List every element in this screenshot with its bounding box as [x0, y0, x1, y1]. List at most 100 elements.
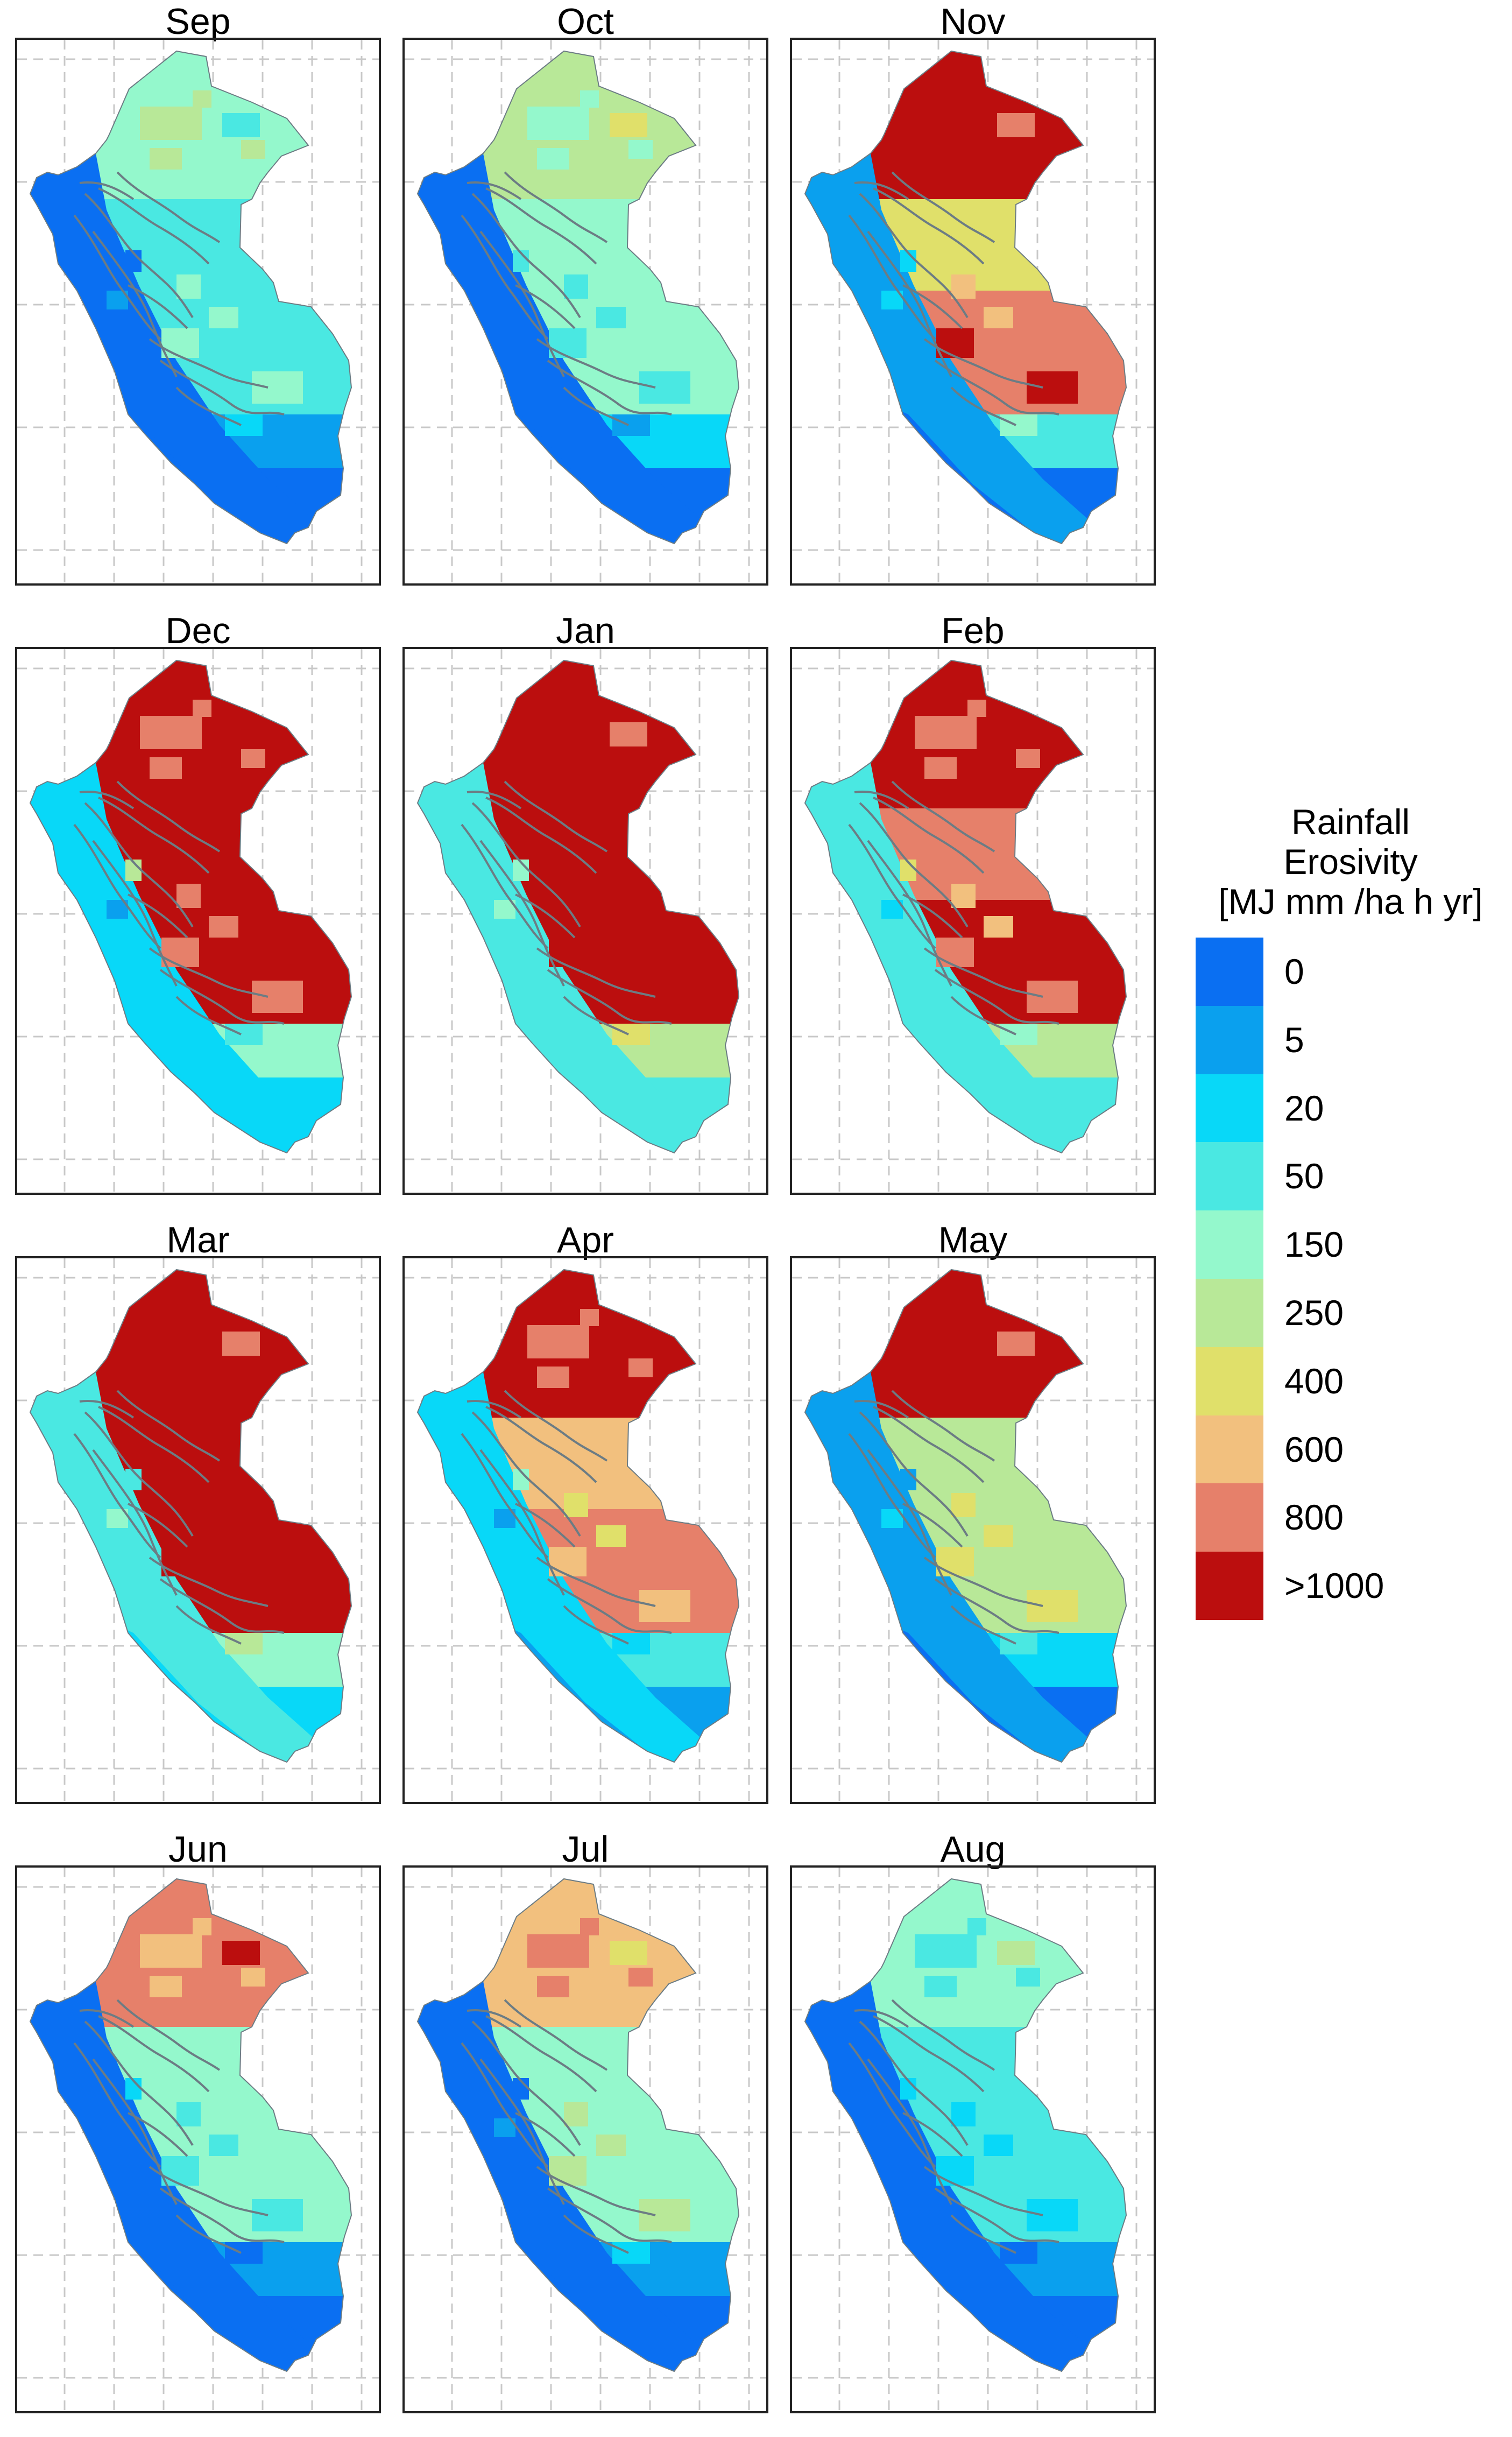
river-line: [891, 1390, 995, 1462]
river-line: [923, 2166, 1043, 2216]
river-line: [923, 1556, 1043, 1607]
country-outline: [804, 659, 1127, 1154]
erosivity-patch: [915, 1325, 977, 1358]
erosivity-patch: [241, 1968, 265, 1987]
legend-row: 800: [1196, 1483, 1512, 1552]
country-outline: [29, 1269, 352, 1763]
river-line: [848, 214, 936, 340]
map-panel: [15, 647, 381, 1195]
panel-frame: [790, 1865, 1156, 2413]
erosivity-raster: [805, 51, 1126, 544]
river-line: [515, 2112, 576, 2157]
river-line: [149, 1556, 269, 1607]
erosivity-patch: [176, 1493, 201, 1517]
river-line: [98, 2015, 210, 2093]
erosivity-raster: [805, 1879, 1126, 2371]
country-outline: [29, 659, 352, 1154]
legend-label: 20: [1284, 1088, 1324, 1128]
panel-title: Apr: [557, 1220, 614, 1260]
legend-label: 150: [1284, 1224, 1344, 1265]
rivers: [73, 780, 285, 1036]
legend-title-line-2: Erosivity: [1283, 842, 1418, 882]
erosivity-patch: [596, 1525, 626, 1547]
river-line: [471, 802, 581, 928]
panel-frame: [790, 1256, 1156, 1804]
erosivity-patch: [222, 113, 260, 137]
erosivity-patch: [951, 884, 976, 908]
river-line: [504, 1390, 608, 1462]
erosivity-patch: [1016, 140, 1040, 159]
erosivity-patch: [140, 1934, 202, 1968]
river-line: [873, 1406, 985, 1483]
river-line: [175, 1605, 242, 1645]
river-line: [175, 2214, 242, 2254]
river-line: [536, 1556, 656, 1607]
erosivity-patch: [241, 140, 265, 159]
panel-frame: [402, 38, 768, 586]
erosivity-patch: [967, 1918, 986, 1935]
erosivity-patch: [252, 371, 303, 404]
country-outline: [416, 1269, 740, 1763]
erosivity-patch: [612, 2242, 650, 2264]
erosivity-patch: [193, 700, 211, 717]
legend-row: 50: [1196, 1142, 1512, 1211]
river-line: [128, 284, 188, 329]
legend-label: >1000: [1284, 1566, 1384, 1606]
map-panel: [790, 1865, 1156, 2413]
erosivity-patch: [140, 1325, 202, 1358]
erosivity-raster: [30, 660, 351, 1153]
erosivity-patch: [527, 1325, 589, 1358]
river-line: [859, 2020, 969, 2146]
country-outline: [804, 1878, 1127, 2372]
erosivity-patch: [1000, 1633, 1037, 1654]
rivers: [73, 1999, 285, 2254]
legend-swatch: [1196, 1347, 1263, 1415]
erosivity-patch: [1027, 2199, 1078, 2231]
river-line: [73, 214, 161, 340]
river-line: [867, 230, 952, 377]
erosivity-patch: [564, 1493, 588, 1517]
river-line: [515, 893, 576, 939]
erosivity-patch: [924, 757, 957, 779]
erosivity-patch: [1000, 2242, 1037, 2264]
erosivity-patch: [193, 1309, 211, 1326]
erosivity-patch: [610, 113, 647, 137]
river-line: [934, 1578, 1059, 1634]
legend-row: 5: [1196, 1005, 1512, 1074]
erosivity-patch: [596, 2135, 626, 2156]
legend-swatch: [1196, 1278, 1263, 1347]
panel-frame: [15, 1256, 381, 1804]
erosivity-patch: [967, 700, 986, 717]
erosivity-patch: [225, 2242, 263, 2264]
erosivity-raster: [418, 51, 739, 544]
erosivity-patch: [628, 749, 653, 768]
legend-label: 400: [1284, 1361, 1344, 1401]
legend: Rainfall Erosivity [MJ mm /ha h yr] 0 5 20…: [1189, 802, 1512, 1620]
river-line: [950, 2214, 1016, 2254]
erosivity-patch: [549, 2156, 587, 2186]
river-line: [873, 797, 985, 874]
river-line: [859, 802, 969, 928]
river-line: [848, 2042, 936, 2168]
river-line: [98, 187, 210, 265]
erosivity-patch: [580, 1918, 599, 1935]
erosivity-patch: [924, 1976, 957, 1997]
legend-swatch: [1196, 1483, 1263, 1552]
legend-swatch: [1196, 1415, 1263, 1484]
river-line: [563, 2214, 629, 2254]
erosivity-patch: [1000, 414, 1037, 436]
river-line: [84, 802, 194, 928]
panel-frame: [790, 647, 1156, 1195]
erosivity-patch: [222, 1941, 260, 1965]
legend-label: 0: [1284, 952, 1304, 991]
river-line: [159, 1578, 285, 1634]
erosivity-raster: [805, 1270, 1126, 1762]
erosivity-patch: [209, 1525, 238, 1547]
river-line: [79, 2009, 135, 2028]
river-line: [84, 2020, 194, 2146]
erosivity-raster: [418, 1879, 739, 2371]
erosivity-patch: [161, 938, 199, 967]
legend-swatch: [1196, 938, 1263, 1006]
river-line: [471, 193, 581, 319]
legend-row: >1000: [1196, 1552, 1512, 1620]
